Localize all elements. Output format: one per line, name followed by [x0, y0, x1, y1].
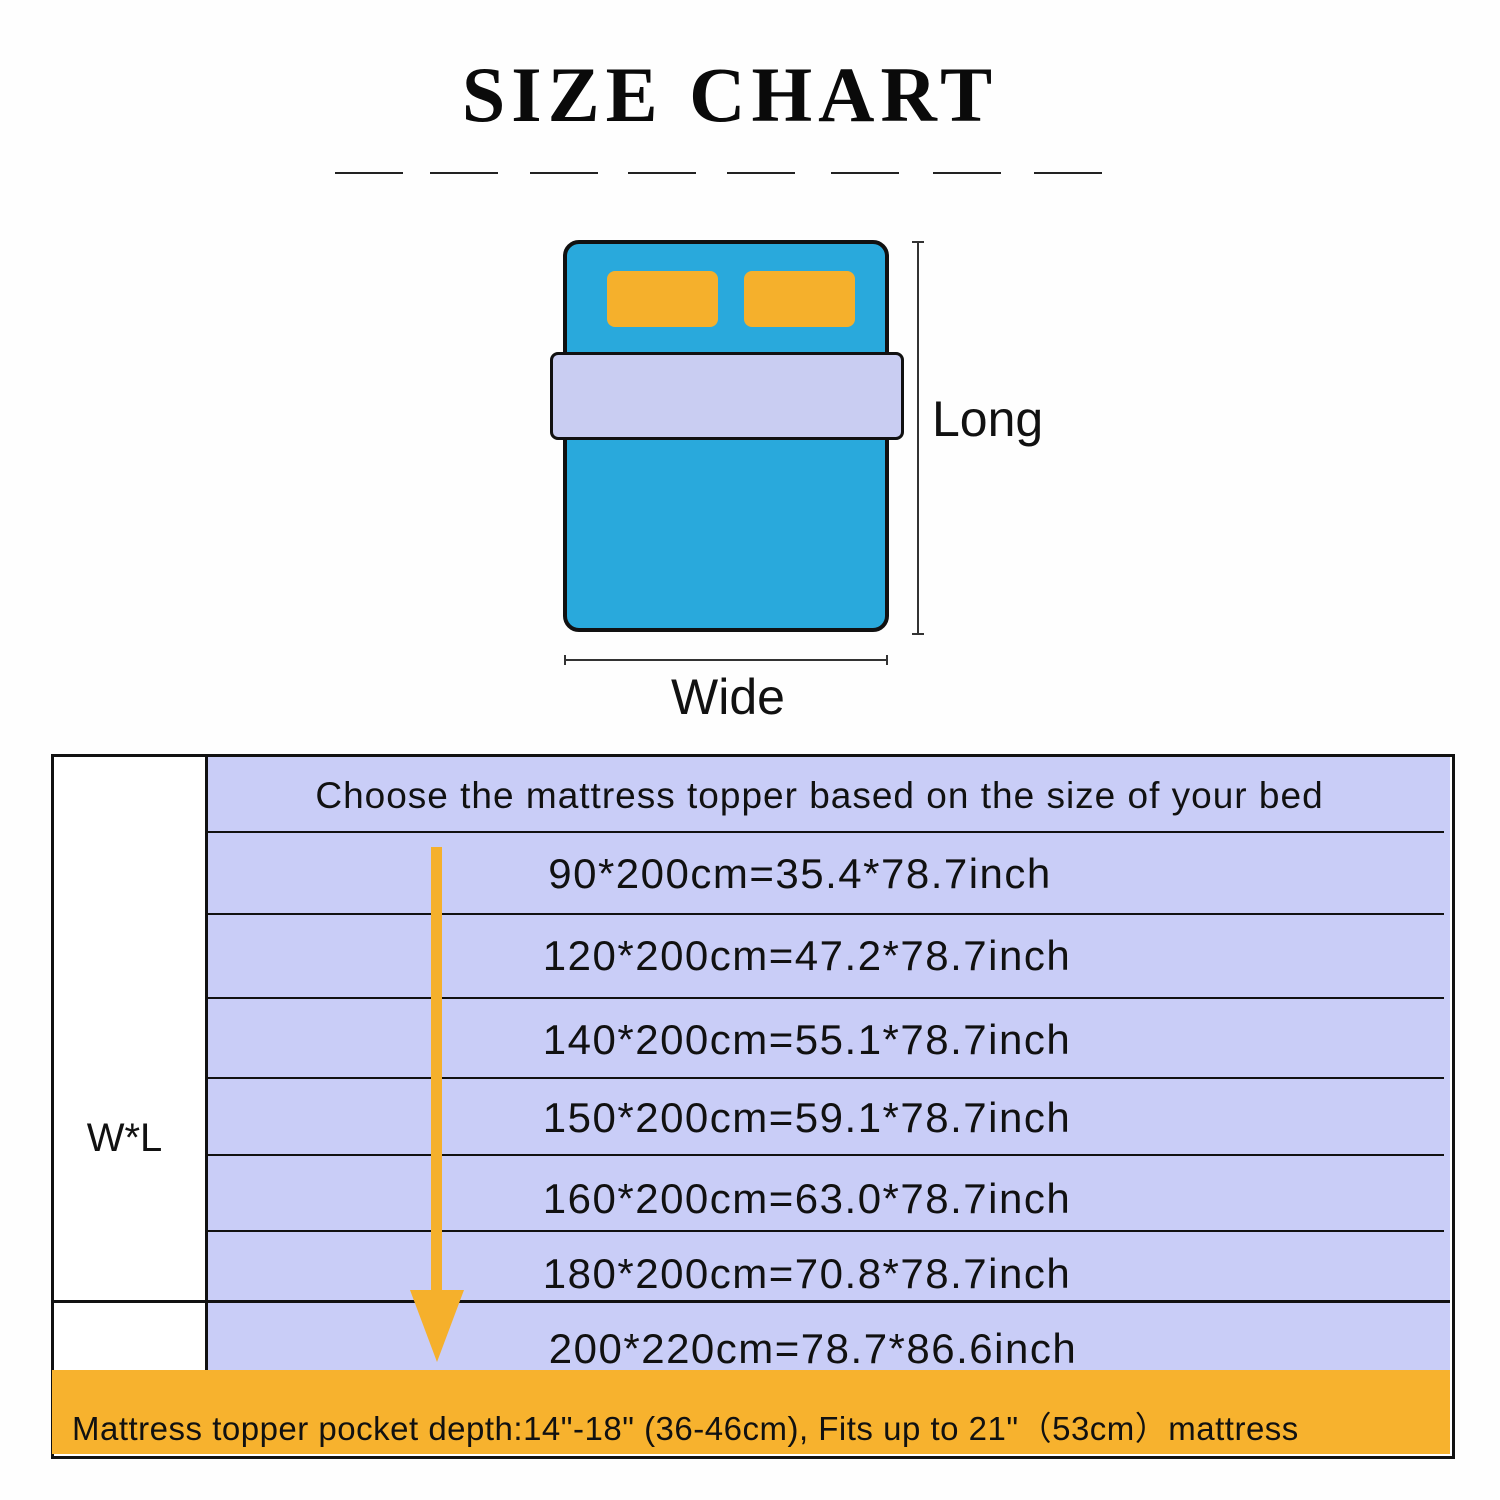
dash: [1034, 172, 1102, 174]
pillow-icon: [744, 271, 855, 327]
row-divider: [207, 1077, 1444, 1079]
size-row: 150*200cm=59.1*78.7inch: [542, 1094, 1072, 1141]
long-label: Long: [932, 391, 1044, 447]
size-row: 140*200cm=55.1*78.7inch: [542, 1016, 1072, 1063]
row-divider: [207, 997, 1444, 999]
row-divider: [207, 1300, 1450, 1303]
size-table-body: [207, 757, 1450, 1371]
footer-band: [52, 1370, 1450, 1454]
down-arrow-icon: [431, 847, 442, 1297]
size-row: 160*200cm=63.0*78.7inch: [542, 1175, 1072, 1222]
dash: [933, 172, 1001, 174]
wl-label: W*L: [86, 1116, 163, 1160]
row-divider: [207, 1154, 1444, 1156]
dash: [335, 172, 403, 174]
size-row: 180*200cm=70.8*78.7inch: [542, 1250, 1072, 1297]
wide-dimension-line: [565, 659, 888, 661]
dimension-tick: [912, 633, 924, 635]
dimension-tick: [886, 655, 888, 665]
dash: [831, 172, 899, 174]
size-row: 90*200cm=35.4*78.7inch: [548, 850, 1052, 897]
size-row: 200*220cm=78.7*86.6inch: [548, 1325, 1078, 1372]
wide-label: Wide: [671, 669, 785, 725]
dimension-tick: [912, 241, 924, 243]
dash: [628, 172, 696, 174]
long-dimension-line: [917, 242, 919, 634]
column-divider: [205, 757, 208, 1371]
arrow-head-icon: [410, 1290, 464, 1362]
dash: [530, 172, 598, 174]
pillow-icon: [607, 271, 718, 327]
dash: [430, 172, 498, 174]
row-divider: [207, 913, 1444, 915]
dimension-tick: [564, 655, 566, 665]
row-divider: [207, 1230, 1444, 1232]
table-header: Choose the mattress topper based on the …: [315, 775, 1324, 816]
blanket-icon: [550, 352, 904, 440]
dash: [727, 172, 795, 174]
pocket-depth-note: Mattress topper pocket depth:14"-18" (36…: [72, 1410, 1299, 1447]
row-divider: [207, 831, 1444, 833]
row-divider: [52, 1300, 207, 1303]
size-row: 120*200cm=47.2*78.7inch: [542, 932, 1072, 979]
page-title: SIZE CHART: [461, 51, 999, 138]
